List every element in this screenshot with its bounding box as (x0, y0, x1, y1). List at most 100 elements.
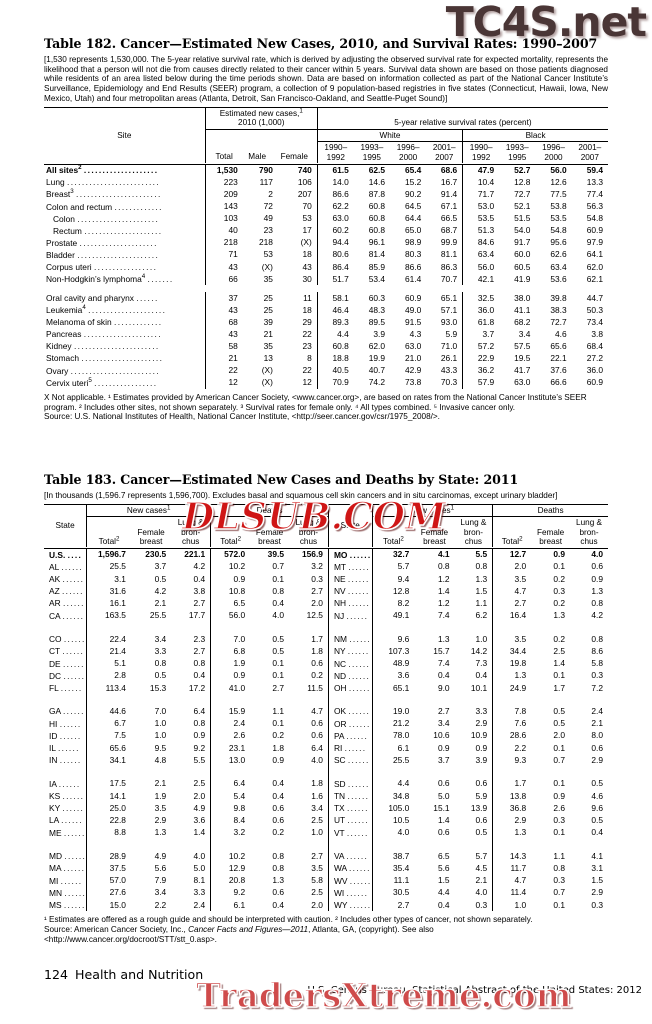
th-nc-female-breast-left: Female breast (137, 527, 165, 546)
table-cell: 0.9 (193, 730, 206, 741)
table-cell: 81.4 (368, 249, 385, 260)
table-cell: 0.4 (193, 573, 206, 584)
table-cell: 4.4 (316, 328, 354, 341)
table-cell: (X) (261, 261, 273, 272)
table-cell: 9.5 (154, 742, 167, 753)
table-cell: 3.4 (154, 633, 167, 644)
table-cell: 2.7 (311, 585, 323, 596)
row-label: Colon and rectum ............. (46, 201, 163, 212)
table-row-spacer (44, 838, 608, 851)
table-cell: 10.8 (210, 585, 251, 598)
table-cell: 21.4 (86, 645, 131, 658)
table-row: Rectum ..................... 40 23 17 60.2 60… (44, 224, 608, 237)
table-cell: 15.3 (149, 682, 167, 693)
th-d-female-breast-left: Female breast (255, 527, 284, 546)
row-label: U.S. .... (49, 549, 83, 560)
row-label: WI ...... (327, 886, 373, 900)
table-cell: 0.4 (193, 670, 206, 681)
table-cell: 60.8 (368, 213, 385, 224)
table-cell: 60.9 (586, 377, 603, 388)
page-footer: 124 Health and Nutrition (44, 967, 203, 982)
table-cell: 11.5 (307, 682, 323, 693)
table-cell: 3.4 (437, 718, 450, 729)
table-cell: 37 (204, 292, 243, 305)
table-cell: 0.4 (437, 899, 450, 910)
table-cell: 17 (302, 225, 312, 236)
row-label: IN ...... (49, 755, 82, 766)
table-cell: 22 (302, 328, 312, 339)
table-row: All sites2 .................... 1,530 790 7… (44, 164, 608, 177)
row-label: NM ...... (327, 633, 373, 646)
table-cell: 18 (302, 304, 312, 315)
th-d-total-right: Total2 (492, 516, 532, 548)
th-d-female-breast-right: Female breast (536, 527, 565, 546)
table-cell: 70.9 (316, 376, 354, 389)
table-cell: 61.5 (316, 164, 354, 177)
table-cell: 12.8 (371, 585, 415, 598)
table-cell: 0.5 (154, 670, 167, 681)
row-label: MS ...... (49, 899, 86, 910)
table-cell: 36.0 (462, 304, 500, 317)
th-white-2001-2007: 2001– 2007 (432, 143, 456, 162)
th-white-1996-2000: 1996– 2000 (396, 143, 420, 162)
table-cell: 91.4 (440, 189, 458, 200)
table-cell (371, 766, 415, 779)
table-cell: 49 (263, 213, 273, 224)
table-cell: 3.2 (311, 561, 323, 572)
table-cell: 3.4 (518, 328, 531, 339)
row-label: NJ ...... (327, 609, 373, 622)
table-cell: 7.6 (492, 717, 532, 731)
table-cell (414, 767, 454, 778)
table-cell: 73.4 (586, 316, 603, 327)
table-cell: 99.9 (440, 237, 458, 248)
table-cell: 53.5 (550, 213, 567, 224)
table-183-source-url: <http://www.cancer.org/docroot/STT/stt_0… (44, 934, 217, 944)
row-label: WA ...... (327, 862, 373, 875)
table-cell: 1.8 (272, 742, 284, 753)
table-cell: 572.0 (210, 548, 251, 562)
table-cell: 0.6 (591, 742, 603, 753)
table-row: HI ...... 6.7 1.0 0.8 2.4 0.1 0.6 OR ...... 21.2… (44, 717, 608, 731)
table-cell: 2.4 (193, 899, 206, 910)
table-cell: 89.5 (368, 316, 385, 327)
table-cell: 44.7 (586, 292, 603, 303)
table-row: Bladder ...................... 71 53 18 80.6… (44, 249, 608, 262)
table-cell: 31.6 (86, 585, 131, 598)
table-cell: 0.8 (272, 862, 284, 873)
table-cell: 41.1 (514, 304, 531, 315)
table-cell: 32.5 (462, 292, 500, 305)
table-cell: 2.0 (193, 790, 206, 801)
th-new-cases-left: New cases1 (86, 503, 211, 518)
row-label: NE ...... (327, 573, 373, 586)
table-cell: 2.0 (311, 597, 323, 608)
table-cell: 3.6 (371, 669, 415, 683)
table-cell: 209 (204, 188, 243, 201)
table-row: Prostate ..................... 218 218 (X) 9… (44, 236, 608, 250)
table-cell: 25.5 (149, 610, 167, 621)
table-cell: 0.2 (553, 597, 566, 608)
table-cell: 62.6 (550, 249, 567, 260)
table-cell: 80.6 (316, 249, 354, 262)
table-cell: 0.9 (210, 573, 251, 586)
table-cell: 56.3 (586, 201, 603, 212)
table-cell: 65.1 (440, 292, 458, 303)
table-cell: 2.7 (437, 706, 450, 717)
table-cell (570, 622, 608, 633)
table-cell: 2.6 (210, 730, 251, 743)
table-cell: 25.5 (371, 754, 415, 767)
table-cell: 2.1 (154, 597, 167, 608)
table-cell: 66.6 (550, 377, 567, 388)
table-cell: 50.3 (586, 304, 603, 315)
table-cell: 4.8 (154, 754, 167, 765)
table-cell: 19.9 (368, 353, 385, 364)
table-cell: 91.5 (404, 316, 422, 327)
table-cell: 1.2 (437, 573, 450, 584)
row-label: NV ...... (327, 585, 373, 598)
table-cell: 21 (204, 352, 243, 365)
table-cell: 78.0 (371, 730, 415, 743)
table-cell: 163.5 (86, 609, 131, 622)
table-cell: 5.6 (154, 862, 167, 873)
row-label: VT ...... (327, 826, 373, 839)
th-site: Site (44, 106, 206, 164)
table-cell: (X) (261, 377, 273, 388)
